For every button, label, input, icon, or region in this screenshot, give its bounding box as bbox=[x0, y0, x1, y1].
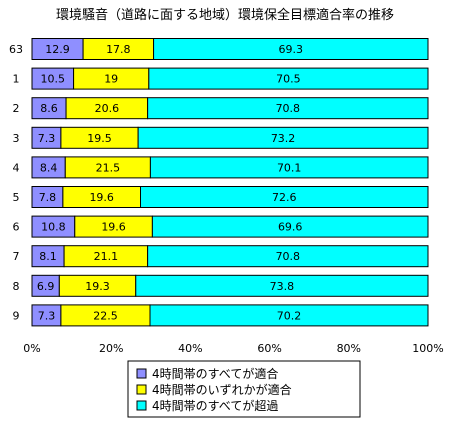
bars-layer bbox=[31, 38, 429, 327]
category-label: 7 bbox=[13, 250, 20, 263]
bar-segment-3 bbox=[153, 38, 429, 60]
value-label: 8.4 bbox=[40, 161, 58, 174]
value-label: 70.1 bbox=[277, 161, 302, 174]
legend-swatch bbox=[136, 400, 147, 411]
value-label: 8.6 bbox=[40, 102, 58, 115]
value-label: 10.5 bbox=[41, 73, 66, 86]
value-label: 22.5 bbox=[93, 309, 118, 322]
bar-segment-3 bbox=[148, 67, 429, 90]
value-label: 70.5 bbox=[276, 73, 301, 86]
value-label: 12.9 bbox=[45, 43, 70, 56]
value-label: 19.3 bbox=[85, 280, 110, 293]
x-tick-label: 0% bbox=[23, 342, 40, 355]
value-label: 19.6 bbox=[101, 221, 126, 234]
legend-label: 4時間帯のすべてが適合 bbox=[152, 366, 278, 381]
value-label: 10.8 bbox=[41, 221, 66, 234]
bar-segment-3 bbox=[149, 156, 429, 179]
value-label: 69.6 bbox=[278, 221, 303, 234]
bar-segment-3 bbox=[147, 245, 429, 268]
legend-label: 4時間帯のすべてが超過 bbox=[152, 398, 278, 413]
category-label: 5 bbox=[13, 191, 20, 204]
value-label: 20.6 bbox=[95, 102, 120, 115]
bar-segment-3 bbox=[149, 304, 429, 327]
legend-box bbox=[127, 360, 361, 418]
category-label: 4 bbox=[13, 161, 20, 174]
value-label: 7.3 bbox=[38, 309, 56, 322]
bar-segment-3 bbox=[137, 126, 429, 149]
legend-swatch bbox=[136, 384, 147, 395]
chart-title: 環境騒音（道路に面する地域）環境保全目標適合率の推移 bbox=[56, 7, 394, 23]
category-label: 8 bbox=[13, 280, 20, 293]
legend-swatch bbox=[136, 368, 147, 379]
value-label: 72.6 bbox=[272, 191, 297, 204]
bar-segment-3 bbox=[140, 186, 429, 208]
value-label: 19.6 bbox=[89, 191, 114, 204]
value-label: 8.1 bbox=[39, 250, 57, 263]
value-labels-layer: 12.9 17.8 69.3 10.5 19 70.5 8.6 20.6 70.8 7.3 19.5… bbox=[37, 43, 303, 322]
value-label: 73.2 bbox=[271, 132, 296, 145]
bar-segment-3 bbox=[147, 97, 429, 120]
value-label: 6.9 bbox=[37, 280, 55, 293]
value-label: 7.8 bbox=[39, 191, 57, 204]
bar-segment-3 bbox=[151, 215, 429, 238]
value-label: 7.3 bbox=[38, 132, 56, 145]
x-tick-label: 80% bbox=[337, 342, 361, 355]
value-label: 73.8 bbox=[270, 280, 295, 293]
category-label: 9 bbox=[13, 309, 20, 322]
value-label: 19.5 bbox=[87, 132, 112, 145]
value-label: 21.5 bbox=[96, 161, 121, 174]
category-labels-layer: 63 1 2 3 4 5 6 7 8 9 bbox=[9, 43, 23, 322]
x-tick-label: 40% bbox=[178, 342, 202, 355]
value-label: 70.8 bbox=[276, 250, 301, 263]
x-tick-label: 20% bbox=[99, 342, 123, 355]
x-tick-label: 60% bbox=[257, 342, 281, 355]
value-label: 19 bbox=[104, 73, 118, 86]
value-label: 17.8 bbox=[106, 43, 131, 56]
category-label: 1 bbox=[13, 73, 20, 86]
category-label: 3 bbox=[13, 132, 20, 145]
legend-label: 4時間帯のいずれかが適合 bbox=[152, 382, 292, 397]
value-label: 70.8 bbox=[276, 102, 301, 115]
value-label: 21.1 bbox=[94, 250, 119, 263]
category-label: 63 bbox=[9, 43, 23, 56]
x-tick-label: 100% bbox=[412, 342, 443, 355]
category-label: 6 bbox=[13, 221, 20, 234]
x-tick-labels-layer: 0% 20% 40% 60% 80% 100% bbox=[23, 342, 443, 355]
value-label: 70.2 bbox=[277, 309, 302, 322]
value-label: 69.3 bbox=[279, 43, 304, 56]
bar-segment-3 bbox=[135, 274, 429, 297]
category-label: 2 bbox=[13, 102, 20, 115]
